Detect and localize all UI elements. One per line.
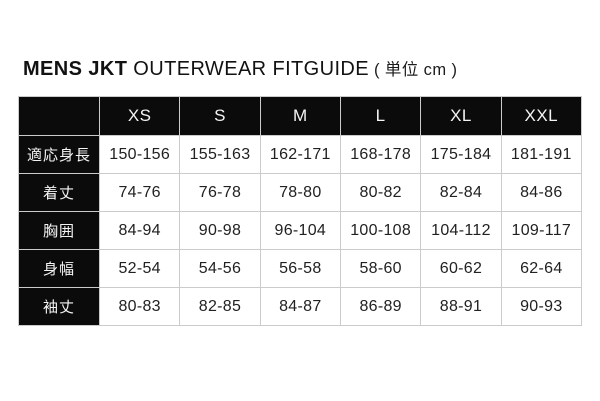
size-cell: 88-91: [420, 287, 502, 326]
size-cell: 86-89: [339, 287, 422, 326]
page-title: MENS JKT OUTERWEAR FITGUIDE( 単位 cm ): [23, 57, 457, 82]
row-label: 胸囲: [18, 211, 100, 250]
size-cell: 168-178: [339, 135, 422, 174]
size-column-header: S: [179, 96, 261, 136]
title-rest: OUTERWEAR FITGUIDE: [127, 58, 370, 80]
size-table-head: XS S M L XL XXL: [18, 96, 583, 136]
size-cell: 90-93: [500, 287, 583, 326]
size-cell: 54-56: [179, 249, 261, 288]
size-cell: 82-85: [179, 287, 261, 326]
row-label: 着丈: [18, 173, 100, 212]
size-cell: 62-64: [500, 249, 583, 288]
size-cell: 80-82: [339, 173, 422, 212]
size-fit-table: XS S M L XL XXL 適応身長 150-156 155-163 162-171 168-…: [18, 96, 583, 326]
corner-cell: [18, 96, 100, 136]
size-cell: 56-58: [259, 249, 341, 288]
size-cell: 52-54: [98, 249, 181, 288]
size-cell: 76-78: [179, 173, 261, 212]
size-cell: 82-84: [420, 173, 502, 212]
size-cell: 84-87: [259, 287, 341, 326]
size-cell: 162-171: [259, 135, 341, 174]
size-cell: 78-80: [259, 173, 341, 212]
size-cell: 74-76: [98, 173, 181, 212]
size-cell: 104-112: [420, 211, 502, 250]
size-cell: 100-108: [339, 211, 422, 250]
table-row: 着丈 74-76 76-78 78-80 80-82 82-84 84-86: [18, 173, 583, 212]
size-cell: 80-83: [98, 287, 181, 326]
size-cell: 109-117: [500, 211, 583, 250]
size-cell: 155-163: [179, 135, 261, 174]
size-header-row: XS S M L XL XXL: [18, 96, 583, 136]
table-row: 適応身長 150-156 155-163 162-171 168-178 175-184 1…: [18, 135, 583, 174]
size-column-header: XL: [420, 96, 502, 136]
size-column-header: XXL: [500, 96, 583, 136]
size-column-header: L: [339, 96, 422, 136]
row-label: 袖丈: [18, 287, 100, 326]
size-cell: 90-98: [179, 211, 261, 250]
size-cell: 84-86: [500, 173, 583, 212]
size-cell: 84-94: [98, 211, 181, 250]
size-table-body: 適応身長 150-156 155-163 162-171 168-178 175-184 1…: [18, 135, 583, 326]
size-cell: 60-62: [420, 249, 502, 288]
size-cell: 181-191: [500, 135, 583, 174]
size-cell: 96-104: [259, 211, 341, 250]
table-row: 胸囲 84-94 90-98 96-104 100-108 104-112 109-117: [18, 211, 583, 250]
size-column-header: M: [259, 96, 341, 136]
size-cell: 175-184: [420, 135, 502, 174]
size-cell: 58-60: [339, 249, 422, 288]
title-brand: MENS JKT: [23, 58, 128, 80]
table-row: 袖丈 80-83 82-85 84-87 86-89 88-91 90-93: [18, 287, 583, 326]
row-label: 身幅: [18, 249, 100, 288]
title-unit: ( 単位 cm ): [374, 61, 458, 79]
row-label: 適応身長: [18, 135, 100, 174]
table-row: 身幅 52-54 54-56 56-58 58-60 60-62 62-64: [18, 249, 583, 288]
size-column-header: XS: [98, 96, 181, 136]
size-cell: 150-156: [98, 135, 181, 174]
